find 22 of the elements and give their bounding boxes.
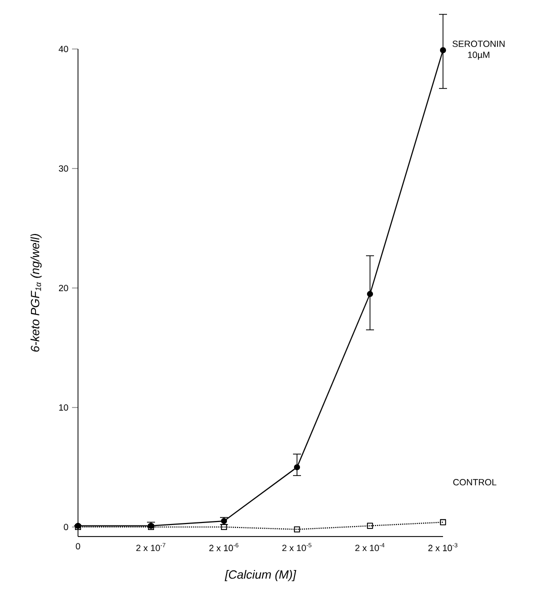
x-tick-label: 2 x 10$^{-3}$ — [428, 543, 458, 552]
y-axis-title: 6-keto PGF$_{1α}$ (ng/well) — [30, 234, 42, 352]
point — [294, 526, 300, 532]
x-tick-label: 2 x 10$^{-4}$ — [355, 543, 384, 552]
y-tick-label: 30 — [58, 165, 68, 172]
x-tick-label: 2 x 10$^{-6}$ — [209, 543, 238, 552]
y-tick-label: 20 — [58, 284, 68, 292]
y-tick-label: 40 — [58, 46, 68, 52]
y-tick-label: 0 — [64, 524, 68, 530]
point — [294, 464, 300, 470]
series-label: SEROTONIN 10µM — [452, 40, 505, 60]
point — [440, 519, 446, 526]
point — [366, 290, 374, 298]
point — [220, 524, 228, 530]
x-tick-label: 0 — [76, 543, 80, 550]
text: CONTROL — [453, 479, 496, 486]
x-axis-title: [Calcium (M)] — [224, 570, 296, 582]
x-tick-label: 2 x 10$^{-7}$ — [136, 543, 166, 552]
y-tick-label: 10 — [59, 404, 68, 411]
point — [440, 47, 446, 54]
point — [366, 522, 374, 529]
x-tick-label: 2 x 10$^{-5}$ — [282, 543, 312, 552]
